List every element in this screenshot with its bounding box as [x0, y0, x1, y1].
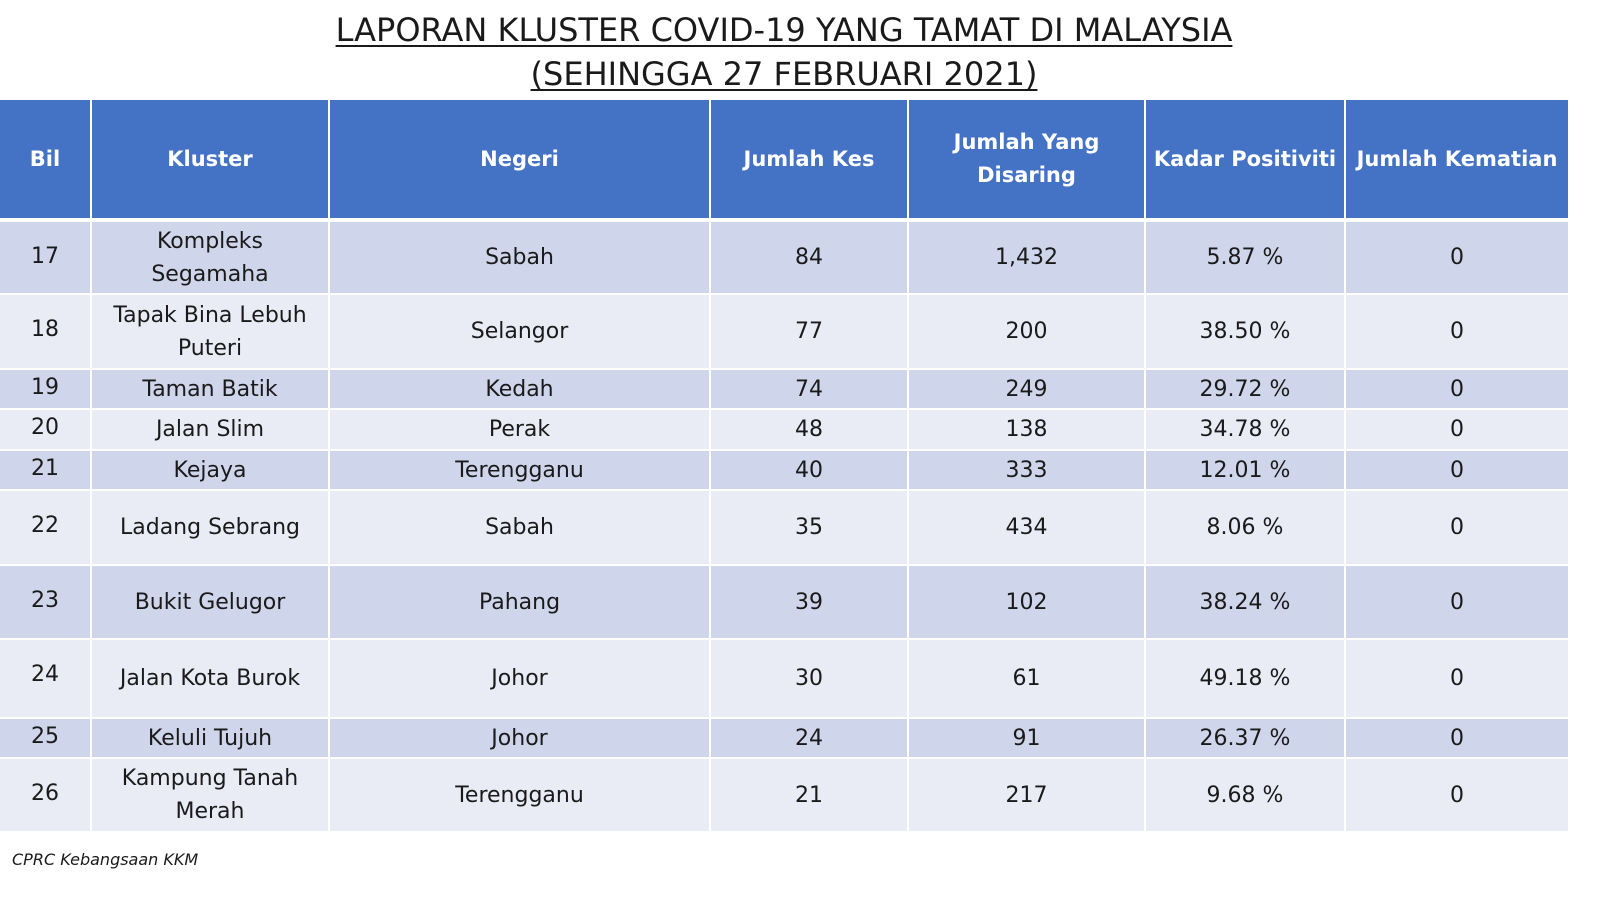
cell-jumlah-disaring: 200	[908, 294, 1146, 370]
cell-negeri: Selangor	[329, 294, 711, 370]
cluster-table: Bil Kluster Negeri Jumlah Kes Jumlah Yan…	[0, 100, 1568, 833]
cell-negeri: Sabah	[329, 220, 711, 295]
header-jumlah-disaring: Jumlah Yang Disaring	[908, 100, 1146, 222]
table-row: 22 Ladang Sebrang Sabah 35 434 8.06 % 0	[0, 490, 1568, 566]
cell-bil: 25	[0, 718, 92, 759]
cell-jumlah-disaring: 102	[908, 565, 1146, 640]
header-bil: Bil	[0, 100, 92, 222]
cell-jumlah-kes: 30	[710, 639, 909, 719]
cell-kluster: Ladang Sebrang	[91, 490, 330, 566]
cell-bil: 26	[0, 758, 92, 833]
cell-negeri: Kedah	[329, 369, 711, 410]
cell-jumlah-kematian: 0	[1345, 409, 1568, 451]
table-row: 25 Keluli Tujuh Johor 24 91 26.37 % 0	[0, 718, 1568, 759]
cell-kadar-positiviti: 34.78 %	[1145, 409, 1346, 451]
cell-kadar-positiviti: 38.24 %	[1145, 565, 1346, 640]
title-line-2: (SEHINGGA 27 FEBRUARI 2021)	[530, 55, 1038, 93]
cell-jumlah-disaring: 333	[908, 450, 1146, 491]
cell-bil: 18	[0, 294, 92, 370]
cell-jumlah-kematian: 0	[1345, 450, 1568, 491]
source-note: CPRC Kebangsaan KKM	[12, 850, 199, 869]
cell-jumlah-kematian: 0	[1345, 565, 1568, 640]
table-row: 17 Kompleks Segamaha Sabah 84 1,432 5.87…	[0, 220, 1568, 295]
table-row: 19 Taman Batik Kedah 74 249 29.72 % 0	[0, 369, 1568, 410]
cell-bil: 21	[0, 450, 92, 491]
cell-jumlah-kes: 84	[710, 220, 909, 295]
cell-bil: 23	[0, 565, 92, 640]
cell-bil: 22	[0, 490, 92, 566]
cell-jumlah-kematian: 0	[1345, 718, 1568, 759]
header-negeri: Negeri	[329, 100, 711, 222]
cell-jumlah-kematian: 0	[1345, 294, 1568, 370]
cell-jumlah-disaring: 434	[908, 490, 1146, 566]
cell-jumlah-disaring: 1,432	[908, 220, 1146, 295]
cell-kluster: Keluli Tujuh	[91, 718, 330, 759]
cell-jumlah-kematian: 0	[1345, 369, 1568, 410]
cell-kadar-positiviti: 9.68 %	[1145, 758, 1346, 833]
table-row: 18 Tapak Bina Lebuh Puteri Selangor 77 2…	[0, 294, 1568, 370]
cell-jumlah-disaring: 249	[908, 369, 1146, 410]
cell-negeri: Sabah	[329, 490, 711, 566]
cell-negeri: Johor	[329, 718, 711, 759]
cell-kluster: Kompleks Segamaha	[91, 220, 330, 295]
cell-kadar-positiviti: 49.18 %	[1145, 639, 1346, 719]
cell-jumlah-kes: 35	[710, 490, 909, 566]
cell-jumlah-kematian: 0	[1345, 639, 1568, 719]
cell-negeri: Terengganu	[329, 450, 711, 491]
cell-kadar-positiviti: 5.87 %	[1145, 220, 1346, 295]
cell-negeri: Perak	[329, 409, 711, 451]
cell-kluster: Kejaya	[91, 450, 330, 491]
cell-kluster: Jalan Kota Burok	[91, 639, 330, 719]
table-row: 24 Jalan Kota Burok Johor 30 61 49.18 % …	[0, 639, 1568, 719]
table-row: 21 Kejaya Terengganu 40 333 12.01 % 0	[0, 450, 1568, 491]
cell-jumlah-kes: 40	[710, 450, 909, 491]
cell-jumlah-kes: 77	[710, 294, 909, 370]
cell-kadar-positiviti: 8.06 %	[1145, 490, 1346, 566]
table-row: 26 Kampung Tanah Merah Terengganu 21 217…	[0, 758, 1568, 833]
cell-negeri: Johor	[329, 639, 711, 719]
cell-kluster: Jalan Slim	[91, 409, 330, 451]
title-line-1: LAPORAN KLUSTER COVID-19 YANG TAMAT DI M…	[335, 11, 1233, 49]
cell-bil: 17	[0, 220, 92, 295]
cell-jumlah-kematian: 0	[1345, 220, 1568, 295]
cell-kluster: Kampung Tanah Merah	[91, 758, 330, 833]
header-jumlah-kematian: Jumlah Kematian	[1345, 100, 1568, 222]
cell-jumlah-disaring: 91	[908, 718, 1146, 759]
cell-jumlah-kes: 39	[710, 565, 909, 640]
table-row: 23 Bukit Gelugor Pahang 39 102 38.24 % 0	[0, 565, 1568, 640]
cell-jumlah-kematian: 0	[1345, 758, 1568, 833]
cell-jumlah-kematian: 0	[1345, 490, 1568, 566]
header-kluster: Kluster	[91, 100, 330, 222]
table-header-row: Bil Kluster Negeri Jumlah Kes Jumlah Yan…	[0, 100, 1568, 222]
cell-jumlah-disaring: 138	[908, 409, 1146, 451]
cell-negeri: Pahang	[329, 565, 711, 640]
cell-kluster: Taman Batik	[91, 369, 330, 410]
cell-jumlah-kes: 24	[710, 718, 909, 759]
cell-kadar-positiviti: 29.72 %	[1145, 369, 1346, 410]
cell-bil: 20	[0, 409, 92, 451]
cell-jumlah-disaring: 61	[908, 639, 1146, 719]
cell-jumlah-kes: 74	[710, 369, 909, 410]
cell-jumlah-disaring: 217	[908, 758, 1146, 833]
cell-kadar-positiviti: 12.01 %	[1145, 450, 1346, 491]
cell-kadar-positiviti: 26.37 %	[1145, 718, 1346, 759]
cell-bil: 19	[0, 369, 92, 410]
cell-kluster: Bukit Gelugor	[91, 565, 330, 640]
cell-jumlah-kes: 48	[710, 409, 909, 451]
cell-kadar-positiviti: 38.50 %	[1145, 294, 1346, 370]
cell-jumlah-kes: 21	[710, 758, 909, 833]
header-kadar-positiviti: Kadar Positiviti	[1145, 100, 1346, 222]
cell-negeri: Terengganu	[329, 758, 711, 833]
cell-bil: 24	[0, 639, 92, 719]
table-row: 20 Jalan Slim Perak 48 138 34.78 % 0	[0, 409, 1568, 451]
cell-kluster: Tapak Bina Lebuh Puteri	[91, 294, 330, 370]
report-title: LAPORAN KLUSTER COVID-19 YANG TAMAT DI M…	[0, 8, 1568, 96]
header-jumlah-kes: Jumlah Kes	[710, 100, 909, 222]
